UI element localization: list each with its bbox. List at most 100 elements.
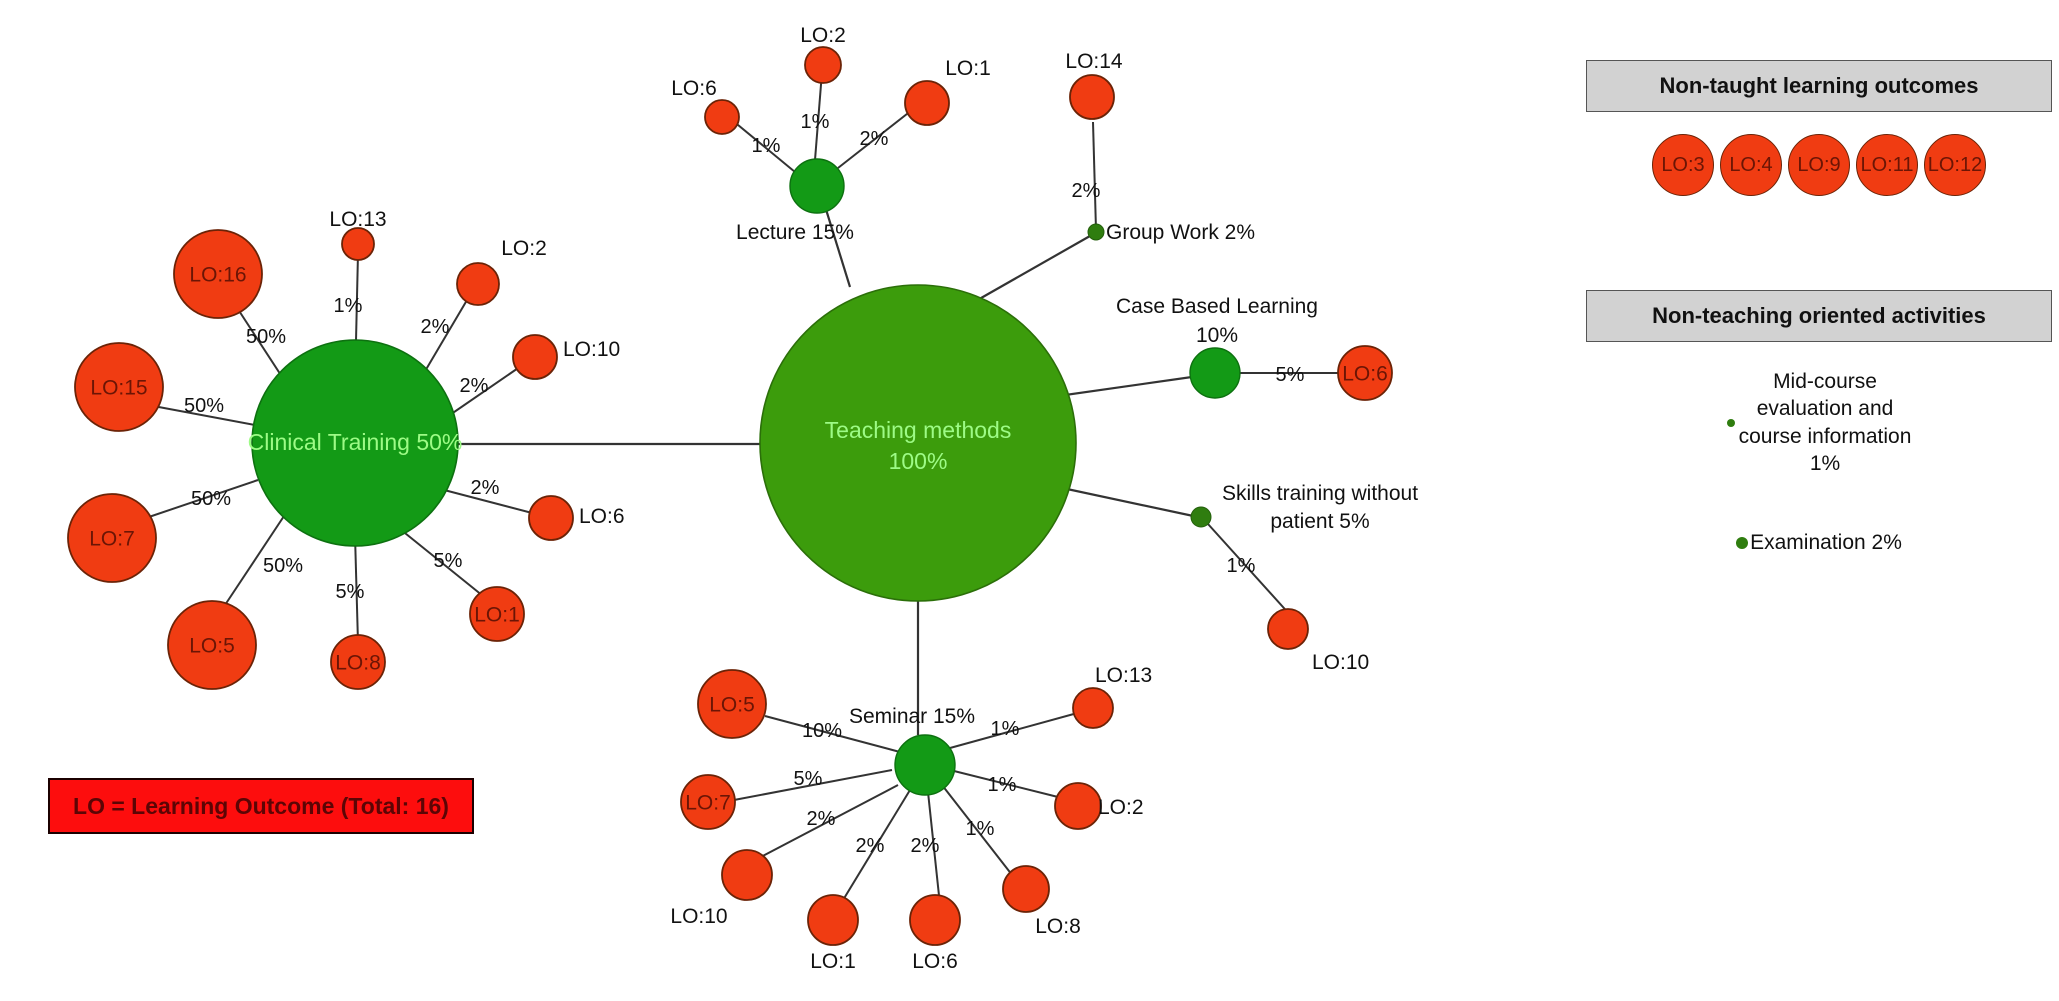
pct-lecture-lo2: 1%	[801, 111, 830, 133]
node-group-work-hub[interactable]	[1087, 223, 1105, 241]
node-lecture-lo6[interactable]	[704, 99, 740, 135]
pct-seminar-lo13: 1%	[991, 718, 1020, 740]
node-seminar-lo8[interactable]	[1002, 865, 1050, 913]
node-lecture-hub[interactable]	[789, 158, 845, 214]
legend-chip-lo12[interactable]: LO:12	[1924, 134, 1986, 196]
node-lecture-lo2[interactable]	[804, 46, 842, 84]
midcourse-line4: 1%	[1809, 451, 1841, 475]
label-seminar-lo10: LO:10	[670, 905, 727, 928]
cluster-lecture: Lecture 15% LO:6 1% LO:2 1% LO:1 2%	[671, 24, 991, 244]
node-skills-lo10[interactable]	[1267, 608, 1309, 650]
pct-seminar-lo10: 2%	[807, 808, 836, 830]
label-skills-line2: patient 5%	[1270, 510, 1369, 533]
label-lecture-lo6: LO:6	[671, 77, 717, 100]
label-seminar-lo6: LO:6	[912, 950, 958, 973]
midcourse-line1: Mid-course	[1773, 370, 1877, 393]
label-cbl-line1: Case Based Learning	[1116, 295, 1318, 318]
node-ct-lo7[interactable]	[67, 493, 157, 583]
edge-lecture-lo6	[731, 119, 796, 173]
label-groupwork-lo14: LO:14	[1065, 50, 1123, 73]
legend-activity-examination-text: Examination 2%	[1750, 531, 1902, 555]
pct-seminar-lo1: 2%	[856, 835, 885, 857]
node-seminar-lo7[interactable]	[680, 774, 736, 830]
edge-ct-lo15	[147, 404, 256, 426]
node-teaching-methods-center-group: Teaching methods 100%	[759, 284, 1077, 602]
label-seminar-lo8: LO:8	[1035, 915, 1081, 938]
legend-chip-lo3[interactable]: LO:3	[1652, 134, 1714, 196]
node-teaching-methods-center[interactable]	[759, 284, 1077, 602]
edge-seminar-lo6	[927, 791, 941, 906]
pct-skills-lo10: 1%	[1227, 555, 1256, 577]
node-seminar-lo2[interactable]	[1054, 782, 1102, 830]
node-ct-lo8[interactable]	[330, 634, 386, 690]
node-skills-training-hub[interactable]	[1190, 506, 1212, 528]
node-ct-lo16[interactable]	[173, 229, 263, 319]
pct-ct-lo2: 2%	[421, 316, 450, 338]
pct-seminar-lo6: 2%	[911, 835, 940, 857]
green-dot-icon	[1736, 537, 1749, 550]
cluster-seminar: Seminar 15% LO:5 10% LO:7 5% LO:10 2% LO…	[670, 664, 1152, 973]
label-lecture-hub: Lecture 15%	[736, 221, 854, 244]
label-seminar-lo5: LO:5	[709, 694, 755, 717]
label-ct-lo13: LO:13	[329, 208, 386, 231]
node-lecture-lo1[interactable]	[904, 80, 950, 126]
edge-teaching-to-group-work	[959, 231, 1098, 311]
label-ct-lo15: LO:15	[90, 377, 147, 400]
legend-chip-lo9[interactable]: LO:9	[1788, 134, 1850, 196]
edge-seminar-lo7	[733, 769, 893, 801]
node-ct-lo1[interactable]	[469, 586, 525, 642]
edge-seminar-lo5	[764, 715, 901, 753]
pct-ct-lo7: 50%	[191, 488, 231, 510]
node-seminar-lo6[interactable]	[909, 894, 961, 946]
midcourse-line3: course information	[1738, 424, 1912, 448]
label-lecture-lo2: LO:2	[800, 24, 846, 47]
pct-cbl-lo6: 5%	[1276, 364, 1305, 386]
node-ct-lo5[interactable]	[167, 600, 257, 690]
label-ct-lo8: LO:8	[335, 652, 381, 675]
label-seminar-hub: Seminar 15%	[849, 705, 975, 728]
label-ct-lo16: LO:16	[189, 264, 246, 287]
legend-chip-lo4[interactable]: LO:4	[1720, 134, 1782, 196]
edge-skills-lo10	[1207, 523, 1293, 618]
pct-ct-lo13: 1%	[334, 295, 363, 317]
node-seminar-lo13[interactable]	[1072, 687, 1114, 729]
node-seminar-lo5[interactable]	[697, 669, 767, 739]
edge-groupwork-lo14	[1092, 121, 1097, 231]
pct-ct-lo6: 2%	[471, 477, 500, 499]
node-ct-lo6[interactable]	[528, 495, 574, 541]
pct-lecture-lo6: 1%	[752, 135, 781, 157]
node-seminar-hub[interactable]	[894, 734, 956, 796]
node-ct-lo10[interactable]	[512, 334, 558, 380]
label-skills-lo10: LO:10	[1312, 651, 1369, 674]
label-teaching-methods-line1: Teaching methods	[825, 417, 1012, 443]
cluster-skills-training: Skills training without patient 5% LO:10…	[1190, 482, 1418, 674]
node-seminar-lo1[interactable]	[807, 894, 859, 946]
edge-lecture-lo2	[814, 71, 823, 161]
node-cbl-lo6[interactable]	[1337, 345, 1393, 401]
legend-non-teaching-title: Non-teaching oriented activities	[1586, 290, 2052, 342]
node-ct-lo13[interactable]	[341, 227, 375, 261]
edge-lecture-lo1	[837, 109, 913, 169]
edge-ct-lo1	[394, 524, 489, 601]
lo-legend-text: LO = Learning Outcome (Total: 16)	[73, 792, 449, 819]
node-seminar-lo10[interactable]	[721, 849, 773, 901]
node-case-based-learning-hub[interactable]	[1189, 347, 1241, 399]
legend-chip-lo11[interactable]: LO:11	[1856, 134, 1918, 196]
label-seminar-lo7: LO:7	[685, 792, 731, 815]
pct-groupwork-lo14: 2%	[1072, 180, 1101, 202]
cluster-group-work: Group Work 2% LO:14 2%	[1065, 50, 1255, 244]
label-seminar-lo1: LO:1	[810, 950, 856, 973]
edge-ct-lo5	[224, 509, 289, 606]
pct-seminar-lo2: 1%	[988, 774, 1017, 796]
label-ct-lo2: LO:2	[501, 237, 547, 260]
edge-ct-lo16	[231, 299, 289, 387]
node-ct-lo2[interactable]	[456, 262, 500, 306]
node-groupwork-lo14[interactable]	[1069, 74, 1115, 120]
node-ct-lo15[interactable]	[74, 342, 164, 432]
cluster-case-based-learning: Case Based Learning 10% LO:6 5%	[1116, 295, 1393, 401]
edge-ct-lo7	[139, 479, 259, 521]
label-cbl-line2: 10%	[1196, 324, 1238, 347]
node-clinical-training-hub[interactable]	[251, 339, 459, 547]
edge-seminar-lo2	[949, 769, 1063, 799]
